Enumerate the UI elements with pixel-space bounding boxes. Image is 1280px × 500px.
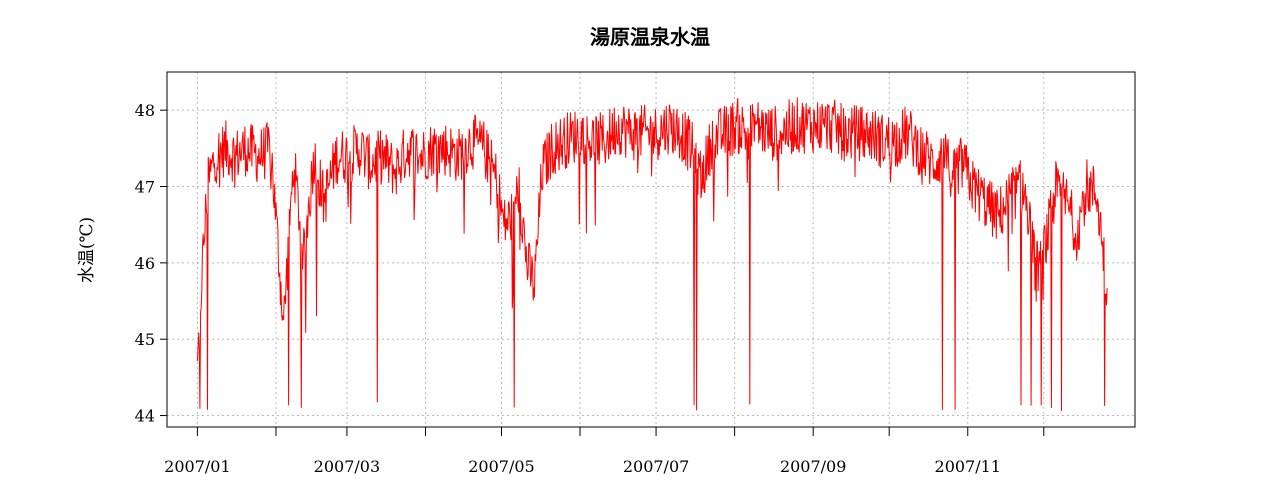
axes: 44 45 46 47 48 2007/01 2007/03 2007/05 2007/07 20…	[135, 101, 1045, 476]
x-tick-label: 2007/05	[468, 457, 534, 476]
x-tick-label: 2007/09	[780, 457, 846, 476]
x-tick-label: 2007/11	[935, 457, 1001, 476]
series-line	[196, 97, 1108, 411]
data-series	[196, 97, 1108, 411]
y-axis-label: 水温(℃)	[77, 217, 97, 283]
x-tick-label: 2007/07	[623, 457, 689, 476]
chart-title: 湯原温泉水温	[590, 25, 710, 49]
y-tick-label: 48	[135, 101, 155, 120]
y-tick-label: 47	[135, 178, 155, 197]
x-tick-label: 2007/03	[314, 457, 380, 476]
y-tick-label: 45	[135, 330, 155, 349]
y-tick-label: 46	[135, 254, 155, 273]
y-tick-label: 44	[135, 407, 155, 426]
x-tick-label: 2007/01	[164, 457, 230, 476]
plot-frame	[166, 71, 1136, 428]
